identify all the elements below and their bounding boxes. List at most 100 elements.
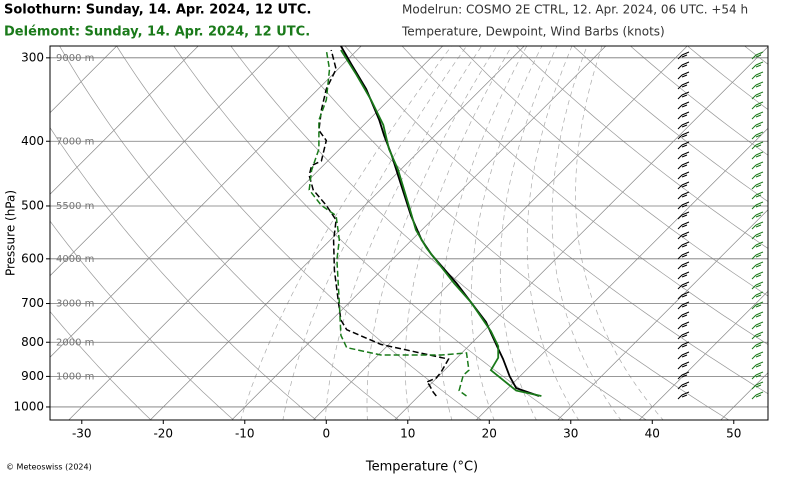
copyright: © Meteoswiss (2024) xyxy=(6,463,92,472)
wind-barb xyxy=(751,321,764,330)
isotherm xyxy=(68,46,443,420)
wind-barb xyxy=(677,61,690,70)
profiles xyxy=(308,46,542,397)
wind-barb xyxy=(677,351,690,360)
moist-adiabat xyxy=(366,46,498,420)
wind-barb xyxy=(677,81,690,90)
wind-barb xyxy=(751,311,764,320)
title: Solothurn: Sunday, 14. Apr. 2024, 12 UTC… xyxy=(4,3,311,18)
wind-barb xyxy=(751,71,764,80)
wind-barb xyxy=(677,311,690,320)
isotherm xyxy=(557,209,768,420)
wind-barb xyxy=(751,81,764,90)
y-tick-label: 300 xyxy=(21,50,44,64)
isotherm xyxy=(475,127,768,420)
model-run: Modelrun: COSMO 2E CTRL, 12. Apr. 2024, … xyxy=(402,3,748,17)
wind-barb xyxy=(677,221,690,230)
dewpoint-line xyxy=(308,49,470,397)
wind-barb xyxy=(677,151,690,160)
moist-adiabat xyxy=(575,46,664,420)
wind-barb xyxy=(751,261,764,270)
wind-barb xyxy=(677,331,690,340)
wind-barb xyxy=(751,371,764,380)
height-label: 5500 m xyxy=(56,201,94,212)
wind-barb xyxy=(677,281,690,290)
wind-barbs xyxy=(677,51,764,400)
wind-barb xyxy=(751,171,764,180)
wind-barb xyxy=(751,241,764,250)
wind-barb xyxy=(751,111,764,120)
wind-barb xyxy=(751,181,764,190)
moist-adiabat xyxy=(404,46,513,420)
wind-barb xyxy=(677,111,690,120)
isotherm xyxy=(50,46,199,195)
wind-barb xyxy=(677,301,690,310)
dry-adiabat xyxy=(458,46,768,297)
x-tick-label: 20 xyxy=(482,427,497,441)
wind-barb xyxy=(751,131,764,140)
wind-barb xyxy=(751,251,764,260)
wind-barb xyxy=(677,231,690,240)
wind-barb xyxy=(751,211,764,220)
wind-barb xyxy=(677,251,690,260)
dry-adiabat xyxy=(173,46,565,420)
wind-barb xyxy=(677,391,690,400)
wind-barb xyxy=(677,91,690,100)
wind-barb xyxy=(677,261,690,270)
thermo-grid xyxy=(50,46,768,420)
wind-barb xyxy=(677,71,690,80)
moist-adiabat xyxy=(282,46,468,420)
wind-barb xyxy=(751,51,764,60)
isotherm xyxy=(394,46,768,420)
wind-barb xyxy=(751,101,764,110)
wind-barb xyxy=(751,151,764,160)
wind-barb xyxy=(677,191,690,200)
dry-adiabat xyxy=(59,46,400,420)
dry-adiabat xyxy=(230,46,647,420)
wind-barb xyxy=(677,101,690,110)
dry-adiabat xyxy=(116,46,482,420)
isotherm xyxy=(50,46,117,114)
y-tick-label: 1000 xyxy=(13,399,44,413)
dry-adiabat xyxy=(572,46,768,203)
moist-adiabat xyxy=(499,46,558,420)
x-tick-label: 40 xyxy=(645,427,660,441)
y-tick-label: 400 xyxy=(21,134,44,148)
dry-adiabat xyxy=(50,310,152,420)
y-axis-label: Pressure (hPa) xyxy=(4,190,18,276)
dry-adiabat xyxy=(287,46,730,420)
wind-barb xyxy=(751,201,764,210)
x-axis-label: Temperature (°C) xyxy=(365,460,478,475)
wind-barb xyxy=(677,131,690,140)
dewpoint-line xyxy=(308,49,450,397)
dry-adiabat xyxy=(515,46,768,249)
wind-barb xyxy=(677,241,690,250)
moist-adiabat xyxy=(324,46,483,420)
height-label: 7000 m xyxy=(56,136,94,147)
height-label: 2000 m xyxy=(56,337,94,348)
y-tick-label: 900 xyxy=(21,369,44,383)
wind-barb xyxy=(751,281,764,290)
isotherm xyxy=(149,46,525,420)
moist-adiabat xyxy=(470,46,543,420)
wind-barb xyxy=(751,61,764,70)
wind-barb xyxy=(677,341,690,350)
wind-barb xyxy=(677,361,690,370)
wind-barb xyxy=(751,351,764,360)
height-label: 3000 m xyxy=(56,299,94,310)
wind-barb xyxy=(677,201,690,210)
dry-adiabat xyxy=(50,126,317,420)
wind-barb xyxy=(677,271,690,280)
x-tick-label: -20 xyxy=(153,427,173,441)
wind-barb xyxy=(751,291,764,300)
wind-barb xyxy=(751,141,764,150)
wind-barb xyxy=(677,141,690,150)
wind-barb xyxy=(751,331,764,340)
dry-adiabat xyxy=(401,46,768,345)
wind-barb xyxy=(751,301,764,310)
wind-barb xyxy=(677,211,690,220)
wind-barb xyxy=(677,171,690,180)
moist-adiabat xyxy=(551,46,622,420)
